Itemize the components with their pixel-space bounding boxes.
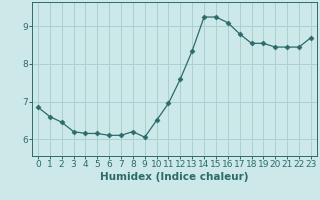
X-axis label: Humidex (Indice chaleur): Humidex (Indice chaleur) [100, 172, 249, 182]
